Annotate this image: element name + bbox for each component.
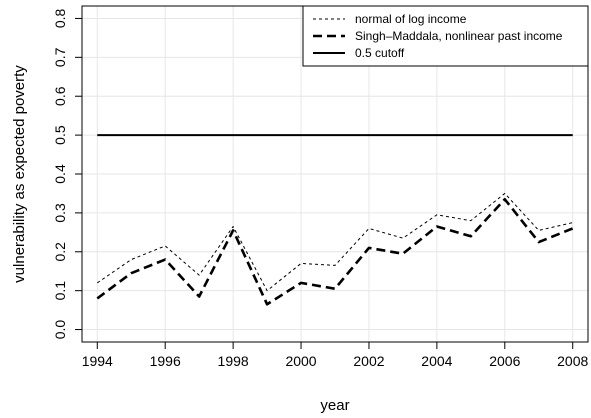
legend-box (302, 5, 589, 67)
x-tick-label: 2008 (557, 353, 588, 369)
series-lines (96, 134, 574, 306)
x-axis: 1994 1996 1998 2000 2002 2004 2006 2008 (82, 342, 588, 369)
legend-label: normal of log income (355, 12, 467, 26)
x-axis-title: year (320, 397, 349, 414)
legend-label: Singh–Maddala, nonlinear past income (355, 29, 563, 43)
x-tick-label: 1994 (82, 353, 113, 369)
x-tick-label: 2000 (285, 353, 316, 369)
y-tick-label: 0.0 (52, 320, 68, 340)
y-tick-label: 0.5 (52, 125, 68, 145)
y-tick-label: 0.6 (52, 86, 68, 106)
x-tick-label: 2006 (489, 353, 520, 369)
y-tick-label: 0.4 (52, 164, 68, 184)
series-line-0 (96, 192, 573, 292)
y-axis-title: vulnerability as expected poverty (11, 65, 28, 283)
y-tick-label: 0.8 (52, 9, 68, 29)
y-tick-label: 0.7 (52, 47, 68, 67)
x-tick-label: 1996 (150, 353, 181, 369)
x-tick-label: 2002 (353, 353, 384, 369)
y-tick-label: 0.1 (52, 281, 68, 301)
y-tick-label: 0.3 (52, 203, 68, 223)
x-tick-label: 1998 (218, 353, 249, 369)
legend-label: 0.5 cutoff (355, 46, 405, 60)
y-axis: 0.0 0.1 0.2 0.3 0.4 0.5 0.6 0.7 0.8 (52, 9, 82, 340)
x-tick-label: 2004 (421, 353, 452, 369)
y-tick-label: 0.2 (52, 242, 68, 262)
legend: normal of log income Singh–Maddala, nonli… (302, 5, 589, 67)
